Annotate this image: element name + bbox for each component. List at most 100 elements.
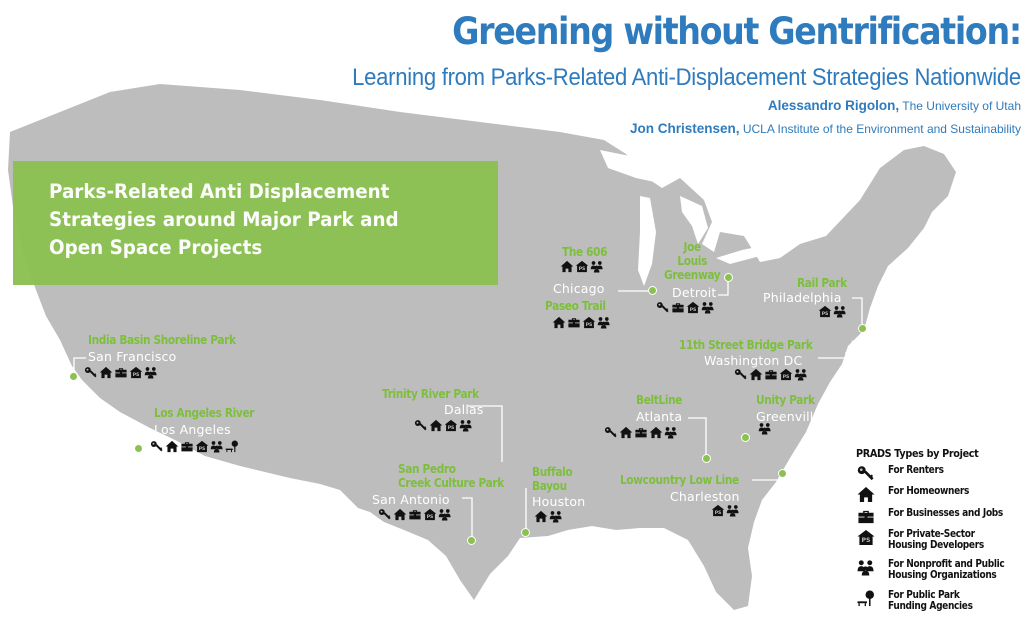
chesapeake-bay [850,340,858,368]
house-icon [393,508,408,526]
people-icon [758,422,773,440]
author-2: Jon Christensen, UCLA Institute of the E… [630,121,1021,136]
park-label-india-basin: India Basin Shoreline Park [88,333,236,347]
svg-text:PS: PS [715,510,722,516]
legend-item-park-funding: For Public Park Funding Agencies [856,590,986,612]
legend-item-businesses: For Businesses and Jobs [856,508,1022,530]
author-1: Alessandro Rigolon, The University of Ut… [768,98,1021,113]
house-icon [560,260,575,278]
ps-house-icon: PS [195,440,210,458]
briefcase-icon [180,440,195,458]
park-label-joe-louis-greenway: Joe Louis Greenway [664,240,721,282]
svg-text:PS: PS [783,374,790,380]
legend-item-renters: For Renters [856,465,953,487]
lake-erie [716,244,772,264]
key-icon [604,426,619,444]
legend-label-nonprofit: For Nonprofit and Public Housing Organiz… [888,558,1005,581]
icons-the-606: PS [560,260,605,278]
banner: Parks-Related Anti Displacement Strategi… [13,161,498,285]
svg-text:PS: PS [862,537,871,544]
ps-house-icon: PS [686,301,701,319]
key-icon [656,301,671,319]
ps-house-icon: PS [856,529,876,551]
park-label-lowcountry-low-line: Lowcountry Low Line [620,473,739,487]
briefcase-icon [567,316,582,334]
leader-line-san-antonio [462,497,473,540]
legend-label-renters: For Renters [888,464,944,476]
icons-san-antonio: PS [378,508,453,526]
city-label-san-antonio: San Antonio [372,492,450,507]
author-2-name: Jon Christensen, [629,121,740,136]
location-dot-atlanta [702,454,711,463]
leader-lines [73,279,863,540]
banner-text: Parks-Related Anti Displacement Strategi… [49,180,399,259]
subtitle: Learning from Parks-Related Anti-Displac… [352,64,1021,91]
svg-text:PS: PS [448,425,455,431]
key-icon [734,368,749,386]
lake-michigan [638,196,656,286]
key-icon [856,465,876,487]
briefcase-icon [408,508,423,526]
key-icon [150,440,165,458]
house-icon [856,486,876,508]
location-dot-greenville [741,433,750,442]
park-label-san-pedro-creek: San Pedro Creek Culture Park [398,462,504,490]
park-label-unity-park: Unity Park [756,393,815,407]
house-icon [99,366,114,384]
park-label-11th-street-bridge: 11th Street Bridge Park [679,338,813,352]
people-icon [833,305,848,323]
ps-house-icon: PS [129,366,144,384]
people-icon [144,366,159,384]
city-label-dallas: Dallas [444,402,484,417]
icons-dallas: PS [414,419,474,437]
park-label-buffalo-bayou: Buffalo Bayou [532,465,573,493]
svg-text:PS: PS [133,372,140,378]
legend-label-businesses: For Businesses and Jobs [888,507,1003,519]
author-1-name: Alessandro Rigolon, [767,98,900,113]
svg-text:PS: PS [579,266,586,272]
tree-bench-icon [225,440,240,458]
icons-paseo-trail: PS [552,316,612,334]
city-label-atlanta: Atlanta [636,409,683,424]
house-icon [534,510,549,528]
icons-atlanta [604,426,679,444]
legend-label-homeowners: For Homeowners [888,485,970,497]
people-icon [438,508,453,526]
svg-text:PS: PS [427,514,434,520]
house-icon [749,368,764,386]
leader-line-los-angeles [138,429,150,449]
city-label-philadelphia: Philadelphia [763,290,842,305]
location-dot-san-antonio [467,536,476,545]
people-icon [590,260,605,278]
svg-text:PS: PS [199,446,206,452]
key-icon [378,508,393,526]
people-icon [459,419,474,437]
city-label-charleston: Charleston [670,489,740,504]
legend-item-homeowners: For Homeowners [856,486,982,508]
city-label-chicago: Chicago [553,281,605,296]
main-title: Greening without Gentrification: [452,10,1022,53]
icons-charleston: PS [711,504,741,520]
leader-line-washington [818,352,847,359]
park-label-los-angeles-river: Los Angeles River [154,406,255,420]
key-icon [84,366,99,384]
house-icon [552,316,567,334]
icons-detroit: PS [656,301,716,319]
people-icon [794,368,809,386]
svg-text:PS: PS [586,322,593,328]
location-dot-detroit [724,273,733,282]
ps-house-icon: PS [575,260,590,278]
icons-los-angeles: PS [150,440,240,458]
park-label-rail-park: Rail Park [797,276,847,290]
city-label-houston: Houston [532,494,586,509]
legend-item-nonprofit: For Nonprofit and Public Housing Organiz… [856,559,1023,581]
park-label-the-606: The 606 [562,245,608,259]
location-dot-los-angeles [134,444,143,453]
people-icon [210,440,225,458]
leader-line-atlanta [688,417,707,458]
leader-line-detroit [718,279,729,296]
briefcase-icon [114,366,129,384]
leader-line-dallas [468,405,503,462]
icons-houston [534,510,564,528]
people-icon [701,301,716,319]
